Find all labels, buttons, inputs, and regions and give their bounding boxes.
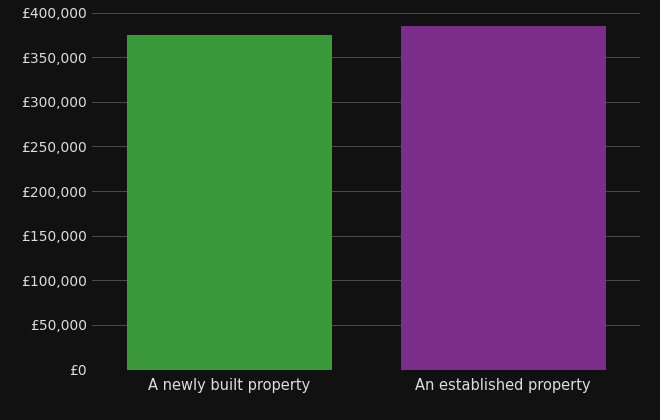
Bar	[127, 35, 332, 370]
Bar	[401, 26, 606, 370]
